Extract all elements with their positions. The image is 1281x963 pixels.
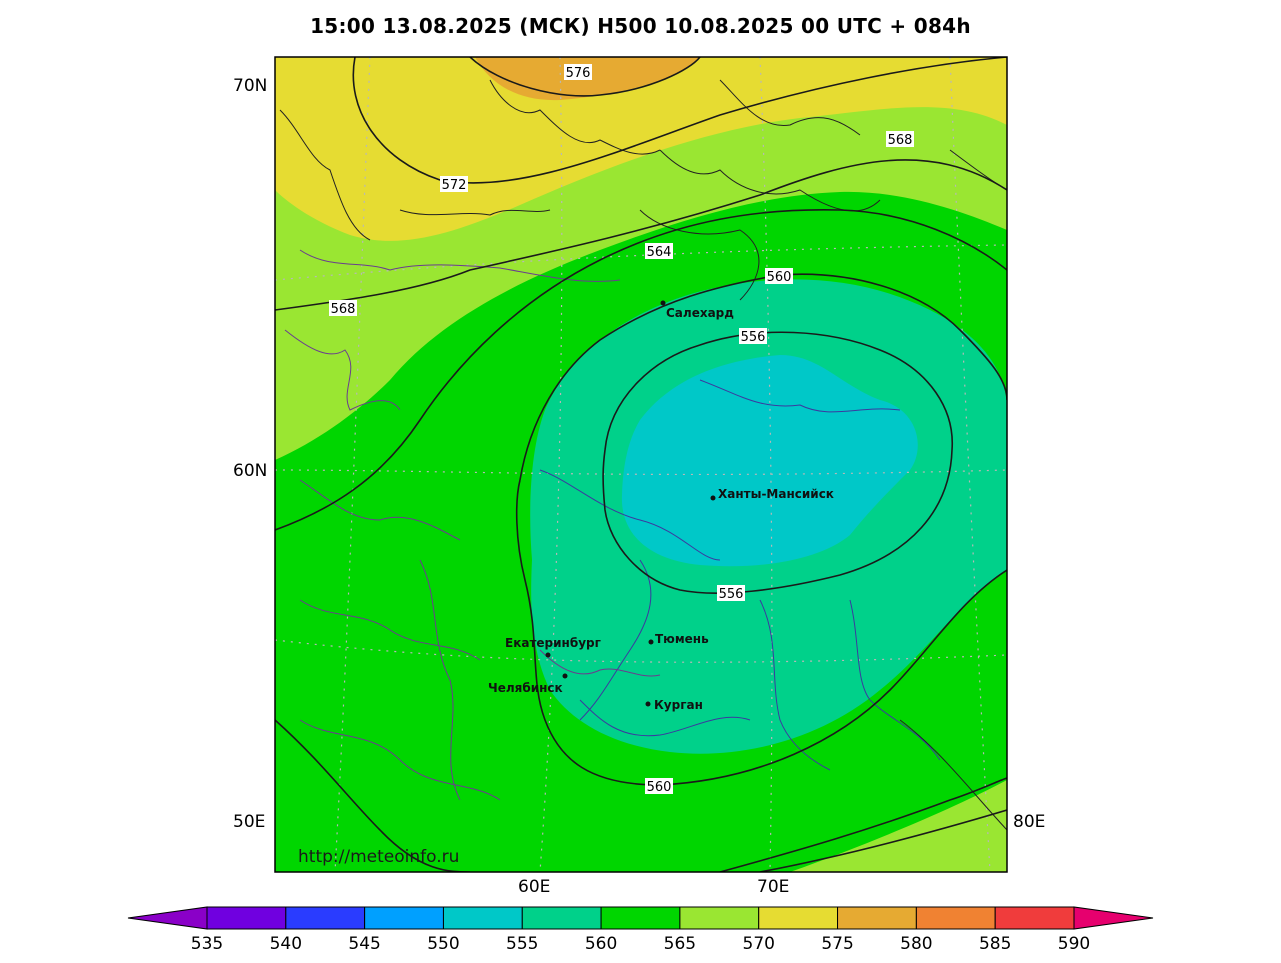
graticule: [275, 57, 1007, 872]
colorbar-tick-label: 540: [270, 934, 302, 954]
svg-text:572: 572: [442, 178, 467, 193]
svg-text:Салехард: Салехард: [666, 306, 734, 320]
fill-565-570-south: [790, 780, 1007, 872]
city-salekhard: Салехард: [660, 300, 734, 320]
svg-text:556: 556: [719, 587, 744, 602]
map-title: 15:00 13.08.2025 (МСК) H500 10.08.2025 0…: [310, 14, 971, 38]
city-yekaterinburg: Екатеринбург: [505, 636, 601, 658]
colorbar-tick-label: 555: [506, 934, 538, 954]
colorbar-segment: [600, 906, 681, 930]
colorbar-segment: [994, 906, 1075, 930]
colorbar-segment: [521, 906, 602, 930]
contour-label: 568: [886, 131, 914, 148]
colorbar-segment: [285, 906, 366, 930]
colorbar-tick-label: 590: [1058, 934, 1090, 954]
map-frame: [274, 56, 1008, 873]
svg-text:Курган: Курган: [654, 698, 703, 712]
cities: Салехард Ханты-Мансийск Екатеринбург Тюм…: [488, 300, 834, 712]
fill-570-575: [275, 57, 1007, 241]
svg-text:Челябинск: Челябинск: [488, 681, 563, 695]
colorbar-tick-label: 535: [191, 934, 223, 954]
svg-text:568: 568: [888, 133, 913, 148]
colorbar-tick-label: 585: [979, 934, 1011, 954]
svg-text:564: 564: [647, 245, 672, 260]
colorbar-segment: [679, 906, 760, 930]
fill-550-555: [621, 355, 918, 567]
colorbar-tick-label: 580: [900, 934, 932, 954]
colorbar-segment: [442, 906, 523, 930]
lon-label-70e: 70E: [757, 877, 789, 897]
map-area: 576 572 568 568 564 560 556 556 560 Сале…: [275, 57, 1007, 872]
svg-text:Екатеринбург: Екатеринбург: [505, 636, 601, 650]
lat-label-60n: 60N: [233, 461, 267, 481]
colorbar-tick-label: 560: [585, 934, 617, 954]
contour-label: 568: [329, 300, 357, 317]
axis-labels: 70N 60N 50E 60E 70E 80E: [233, 76, 1045, 897]
city-kurgan: Курган: [645, 698, 703, 712]
colorbar-segment: [758, 906, 839, 930]
contour-label: 572: [440, 176, 468, 193]
colorbar: 535 540 545 550 555 560 565 570 575 580 585 590: [127, 906, 1154, 954]
colorbar-tick-label: 570: [743, 934, 775, 954]
city-khanty-mansiysk: Ханты-Мансийск: [710, 487, 834, 501]
colorbar-tick-label: 550: [427, 934, 459, 954]
svg-text:560: 560: [767, 270, 792, 285]
lon-label-80e: 80E: [1013, 812, 1045, 832]
contour-label: 560: [645, 778, 673, 795]
svg-text:568: 568: [331, 302, 356, 317]
city-chelyabinsk: Челябинск: [488, 673, 568, 695]
colorbar-tick-label: 565: [664, 934, 696, 954]
svg-text:Тюмень: Тюмень: [655, 632, 709, 646]
lat-label-50e: 50E: [233, 812, 265, 832]
contour-label: 576: [564, 64, 592, 81]
lon-label-60e: 60E: [518, 877, 550, 897]
contour-labels: 576 572 568 568 564 560 556 556 560: [329, 64, 914, 795]
colorbar-segment: [915, 906, 996, 930]
colorbar-segment: [837, 906, 917, 930]
svg-text:556: 556: [741, 330, 766, 345]
colorbar-tick-label: 575: [821, 934, 853, 954]
colorbar-segment: [364, 906, 444, 930]
contour-label: 556: [739, 328, 767, 345]
colorbar-segment: [206, 906, 287, 930]
city-tyumen: Тюмень: [648, 632, 709, 646]
contour-label: 556: [717, 585, 745, 602]
watermark: http://meteoinfo.ru: [298, 847, 459, 867]
contour-label: 560: [765, 268, 793, 285]
colorbar-arrow-high: [1073, 906, 1154, 930]
svg-text:560: 560: [647, 780, 672, 795]
colorbar-tick-label: 545: [348, 934, 380, 954]
svg-text:576: 576: [566, 66, 591, 81]
lat-label-70n: 70N: [233, 76, 267, 96]
colorbar-arrow-low: [127, 906, 208, 930]
contour-label: 564: [645, 243, 673, 260]
svg-text:Ханты-Мансийск: Ханты-Мансийск: [718, 487, 834, 501]
